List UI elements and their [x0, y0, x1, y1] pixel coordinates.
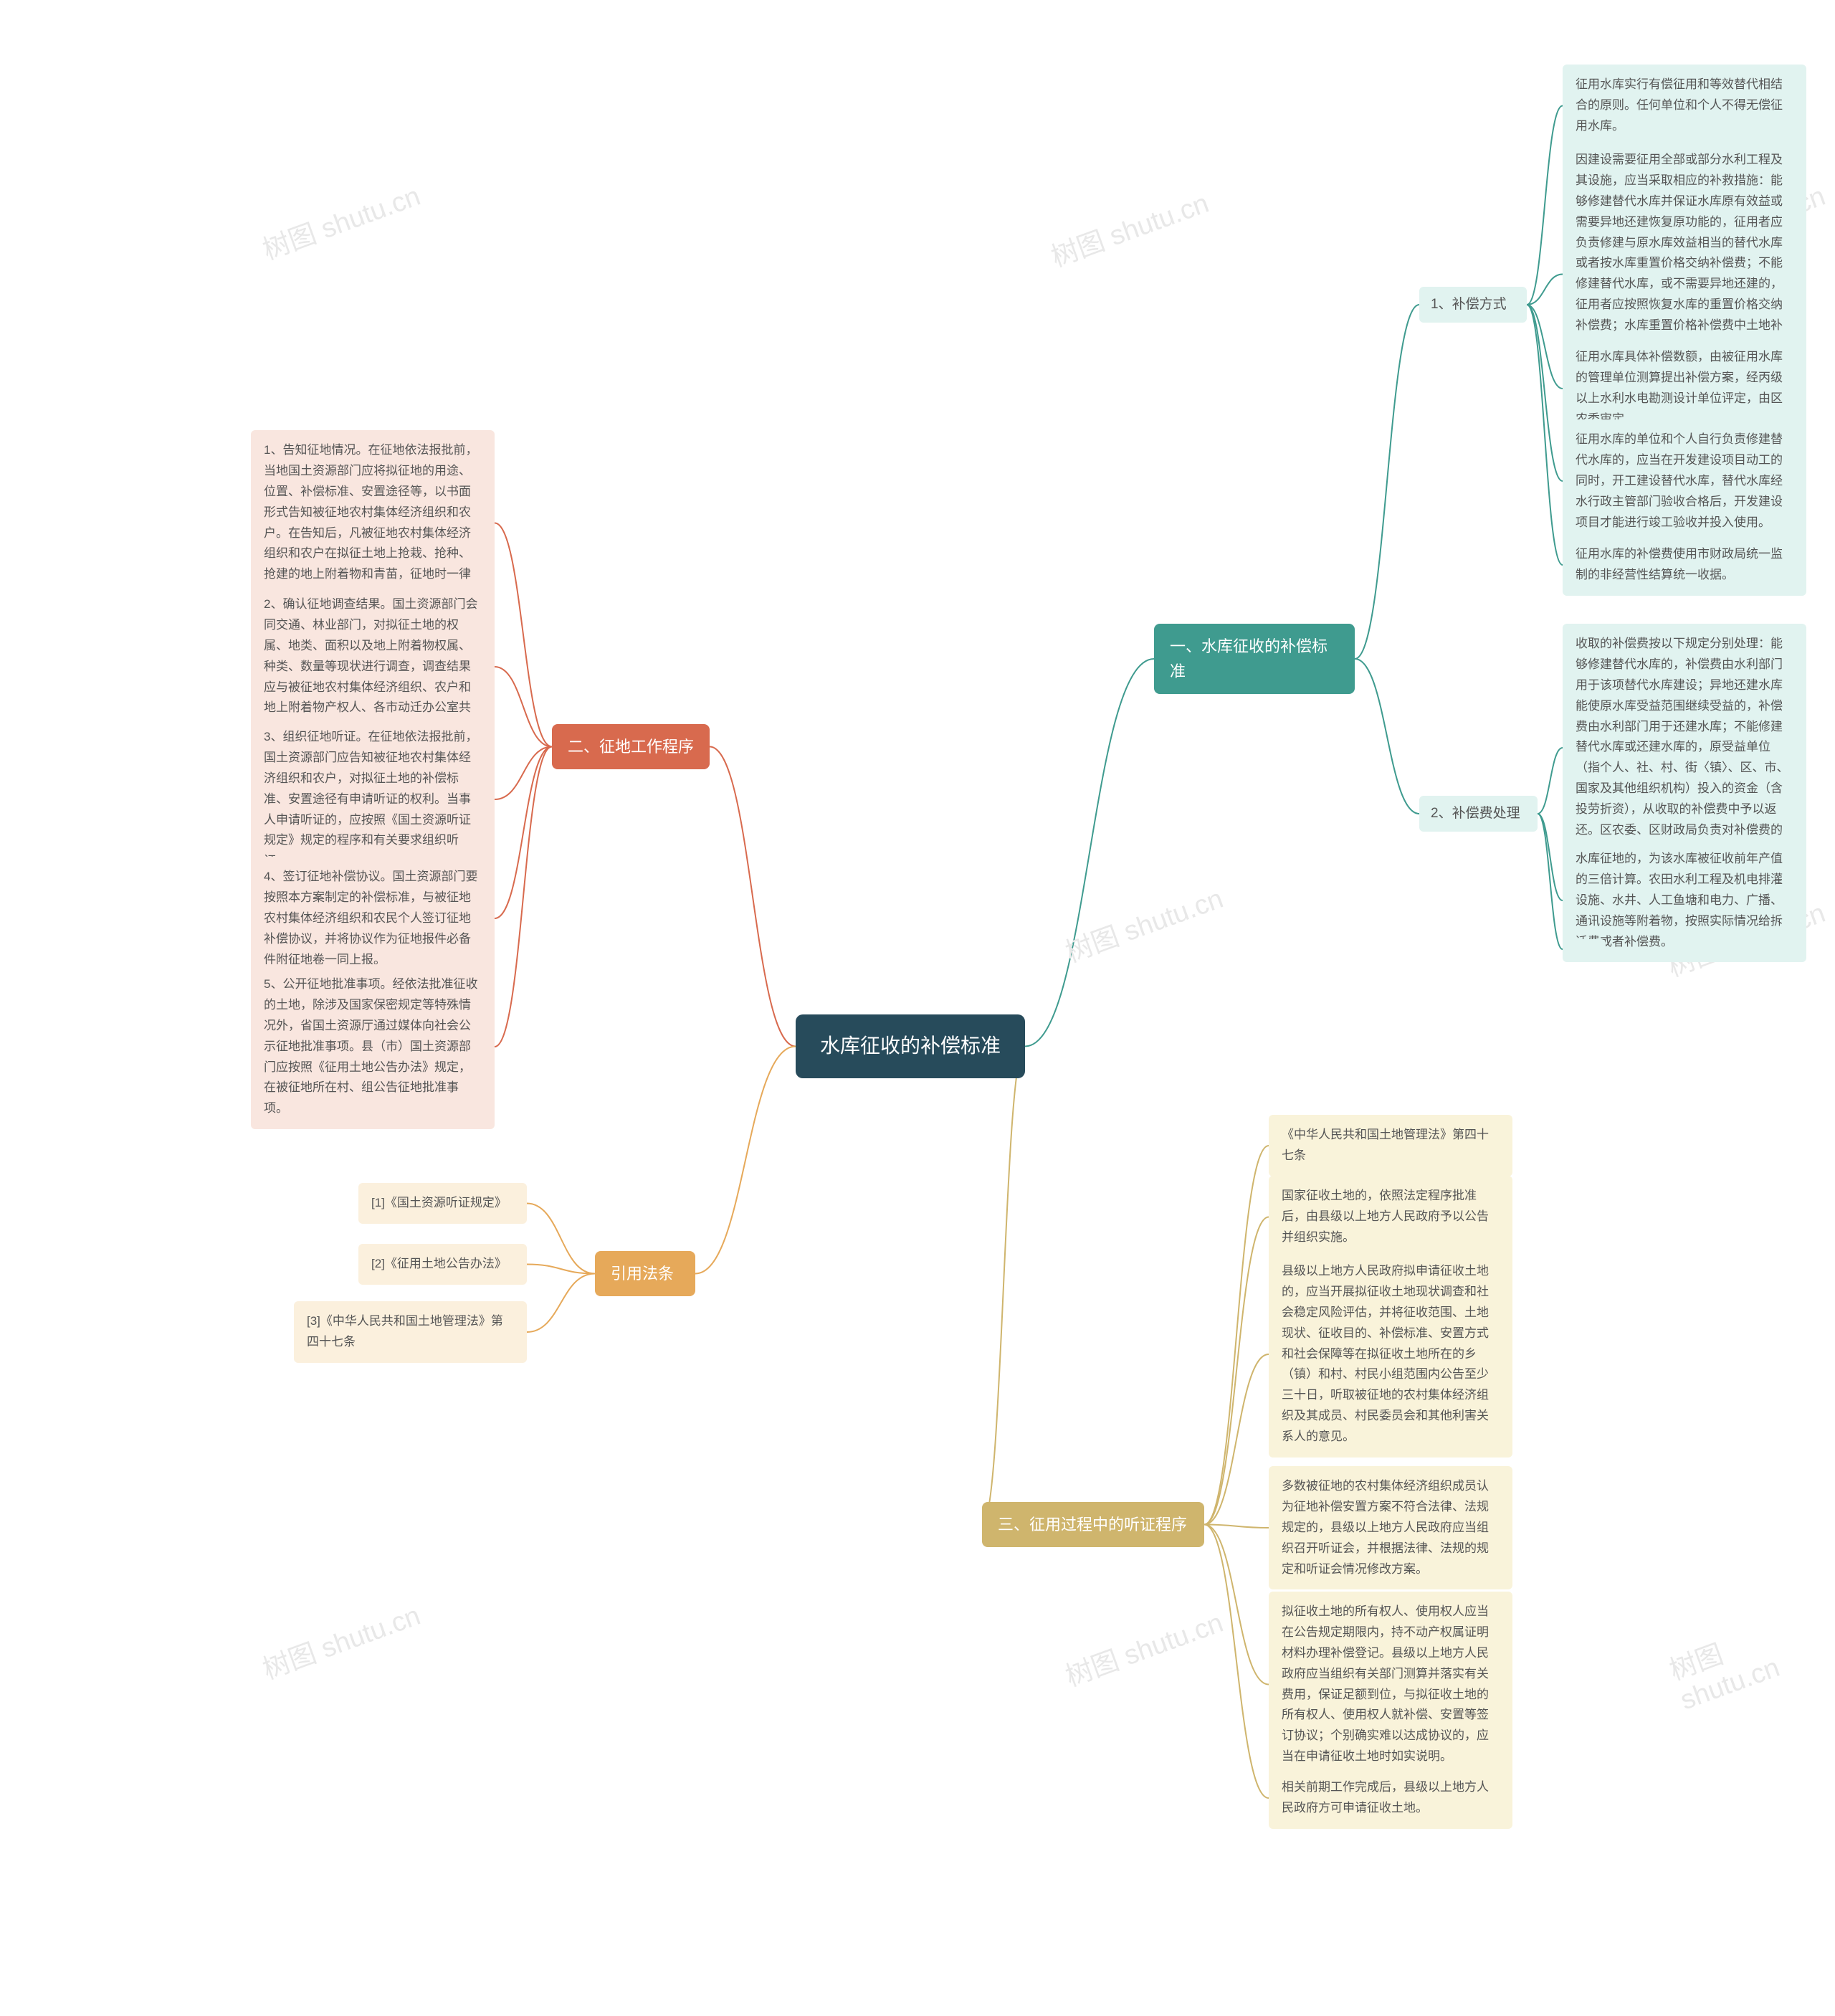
- leaf-b4-5: 相关前期工作完成后，县级以上地方人民政府方可申请征收土地。: [1269, 1767, 1512, 1829]
- leaf-b2-3: 4、签订征地补偿协议。国土资源部门要按照本方案制定的补偿标准，与被征地农村集体经…: [251, 857, 495, 980]
- branch-b1: 一、水库征收的补偿标准: [1154, 624, 1355, 694]
- leaf-b4-1: 国家征收土地的，依照法定程序批准后，由县级以上地方人民政府予以公告并组织实施。: [1269, 1176, 1512, 1258]
- watermark: 树图 shutu.cn: [257, 173, 425, 267]
- sub-b1s2: 2、补偿费处理: [1419, 796, 1538, 832]
- branch-b3: 引用法条: [595, 1251, 695, 1296]
- leaf-b3-0: [1]《国土资源听证规定》: [358, 1183, 527, 1224]
- leaf-b4-3: 多数被征地的农村集体经济组织成员认为征地补偿安置方案不符合法律、法规规定的，县级…: [1269, 1466, 1512, 1589]
- sub-b1s1: 1、补偿方式: [1419, 287, 1527, 323]
- leaf-b4-0: 《中华人民共和国土地管理法》第四十七条: [1269, 1115, 1512, 1176]
- leaf-b3-2: [3]《中华人民共和国土地管理法》第四十七条: [294, 1301, 527, 1363]
- leaf-b4-4: 拟征收土地的所有权人、使用权人应当在公告规定期限内，持不动产权属证明材料办理补偿…: [1269, 1592, 1512, 1777]
- watermark: 树图 shutu.cn: [1059, 1600, 1228, 1693]
- leaf-b1s2-2: [1563, 939, 1606, 959]
- watermark: 树图 shutu.cn: [1045, 181, 1214, 274]
- center-node: 水库征收的补偿标准: [796, 1014, 1025, 1078]
- leaf-b1s2-0: 收取的补偿费按以下规定分别处理：能够修建替代水库的，补偿费由水利部门用于该项替代…: [1563, 624, 1806, 872]
- watermark: 树图 shutu.cn: [1663, 1594, 1835, 1717]
- branch-b2: 二、征地工作程序: [552, 724, 710, 769]
- leaf-b1s1-0: 征用水库实行有偿征用和等效替代相结合的原则。任何单位和个人不得无偿征用水库。: [1563, 65, 1806, 147]
- watermark: 树图 shutu.cn: [257, 1593, 425, 1686]
- leaf-b3-1: [2]《征用土地公告办法》: [358, 1244, 527, 1285]
- leaf-b4-2: 县级以上地方人民政府拟申请征收土地的，应当开展拟征收土地现状调查和社会稳定风险评…: [1269, 1251, 1512, 1458]
- branch-b4: 三、征用过程中的听证程序: [982, 1502, 1204, 1547]
- leaf-b1s1-4: 征用水库的补偿费使用市财政局统一监制的非经营性结算统一收据。: [1563, 534, 1806, 596]
- watermark: 树图 shutu.cn: [1059, 876, 1228, 969]
- leaf-b1s1-3: 征用水库的单位和个人自行负责修建替代水库的，应当在开发建设项目动工的同时，开工建…: [1563, 419, 1806, 543]
- leaf-b2-4: 5、公开征地批准事项。经依法批准征收的土地，除涉及国家保密规定等特殊情况外，省国…: [251, 964, 495, 1129]
